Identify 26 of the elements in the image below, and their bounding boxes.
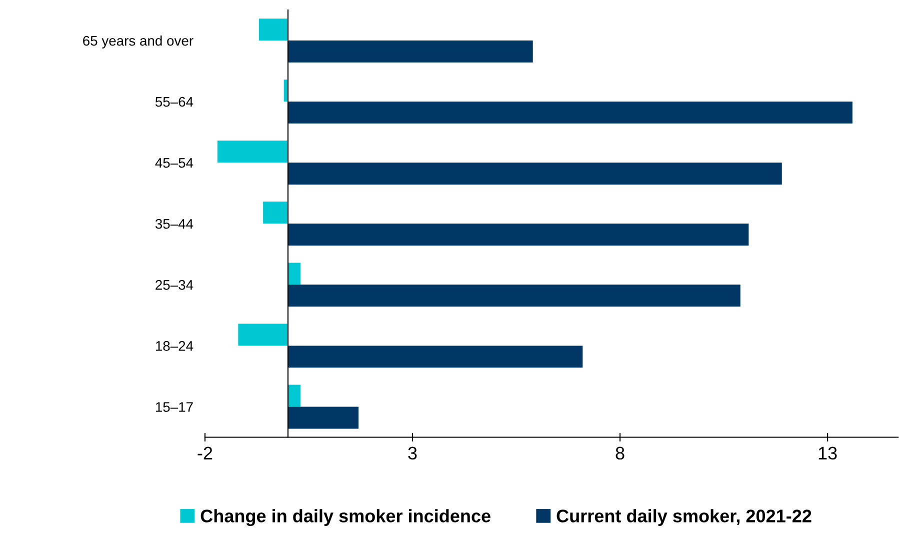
y-tick-label: 35–44 — [155, 218, 194, 229]
y-tick-label: 18–24 — [156, 341, 194, 351]
bar — [288, 346, 583, 368]
bar — [288, 102, 852, 124]
bar — [258, 18, 288, 41]
y-tick-label: 65 years and over — [83, 36, 194, 48]
legend-label: Current daily smoker, 2021-22 — [556, 509, 812, 526]
legend-label: Change in daily smoker incidence — [200, 509, 490, 526]
y-tick-label: 15–17 — [156, 402, 193, 412]
bar — [217, 140, 288, 163]
y-tick-label: 45–54 — [155, 158, 194, 168]
x-tick-label: 13 — [818, 446, 837, 460]
bar — [288, 224, 749, 246]
x-tick-label: -2 — [198, 446, 212, 460]
y-tick-label: 55–64 — [155, 96, 194, 107]
bar — [288, 40, 533, 63]
y-tick-label: 25–34 — [156, 280, 194, 290]
bar — [238, 324, 288, 346]
bar — [288, 262, 300, 285]
bar — [263, 202, 288, 224]
bar — [288, 162, 782, 185]
bar — [288, 406, 359, 429]
bar — [288, 284, 740, 307]
bar — [288, 384, 300, 407]
x-tick-label: 3 — [408, 446, 417, 460]
x-tick-label: 8 — [616, 446, 624, 460]
